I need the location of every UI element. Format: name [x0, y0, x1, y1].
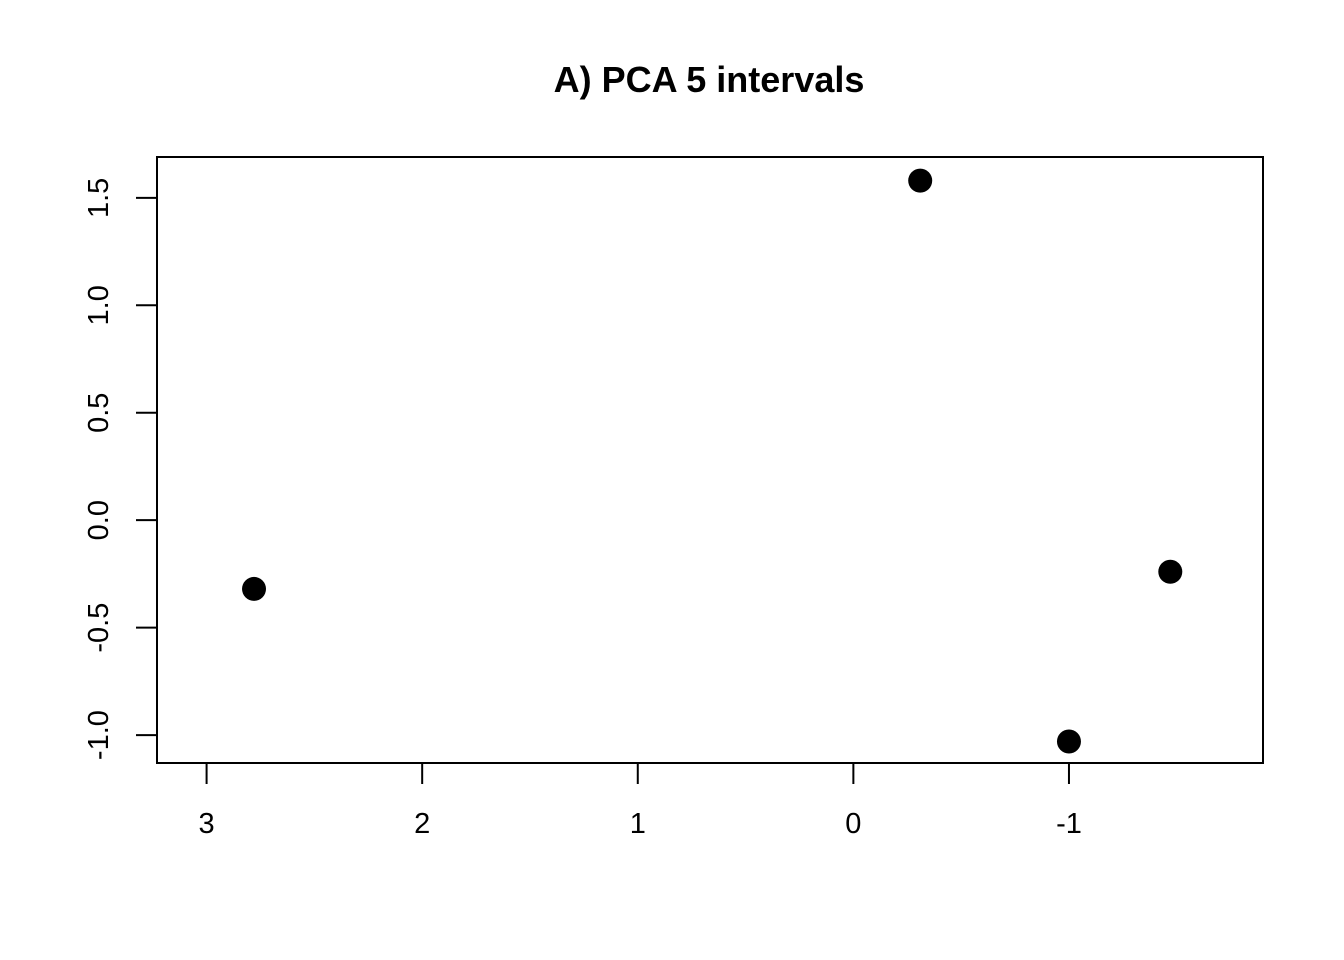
data-point [1056, 729, 1081, 754]
y-tick-label: 0.0 [83, 500, 115, 540]
data-point [908, 168, 933, 193]
plot-frame [156, 156, 1264, 764]
chart-title: A) PCA 5 intervals [554, 59, 865, 100]
y-tick-label: 1.5 [83, 178, 115, 218]
data-point [1158, 559, 1183, 584]
x-tick-label: 1 [630, 808, 646, 840]
data-point [242, 576, 267, 601]
y-axis: -1.0 -0.5 0.0 0.5 1.0 1.5 [83, 178, 158, 760]
x-axis: 3 2 1 0 -1 [199, 762, 1082, 840]
x-tick-label: 2 [414, 808, 430, 840]
x-tick-label: 0 [845, 808, 861, 840]
data-points [242, 168, 1183, 754]
y-tick-label: -1.0 [83, 710, 115, 760]
y-tick-label: 0.5 [83, 393, 115, 433]
x-tick-label: -1 [1056, 808, 1082, 840]
y-tick-label: 1.0 [83, 285, 115, 325]
y-tick-label: -0.5 [83, 603, 115, 653]
x-tick-label: 3 [199, 808, 215, 840]
